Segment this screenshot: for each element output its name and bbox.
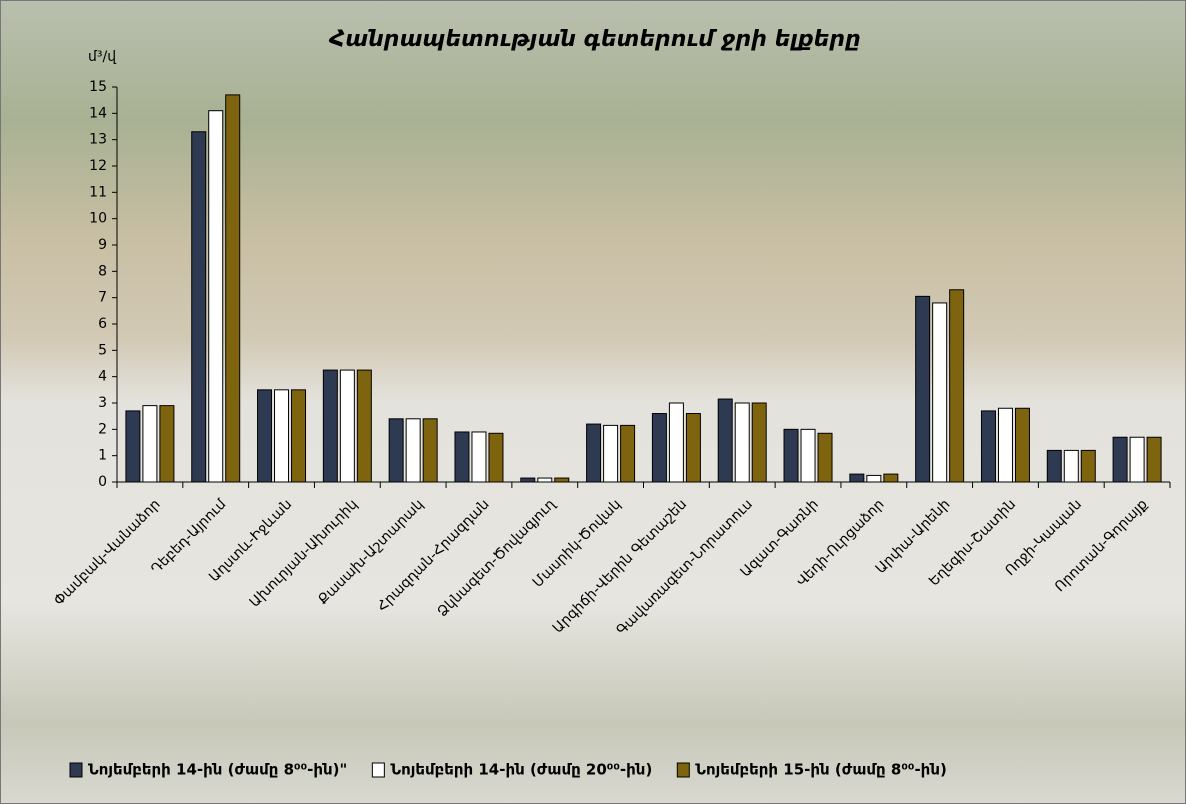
- bar: [586, 423, 602, 483]
- bar: [191, 131, 207, 483]
- y-tick-label: 3: [98, 395, 107, 411]
- y-tick-label: 2: [98, 421, 107, 437]
- bar: [866, 474, 882, 483]
- bar: [225, 94, 241, 483]
- bar: [159, 405, 175, 483]
- y-tick-label: 7: [98, 290, 107, 306]
- bar: [1014, 407, 1030, 483]
- bar: [668, 402, 684, 483]
- bar: [274, 389, 290, 483]
- y-tick-label: 11: [89, 184, 107, 200]
- bar: [603, 424, 619, 483]
- bar: [554, 477, 570, 483]
- bar: [849, 473, 865, 483]
- y-tick-label: 10: [89, 211, 107, 227]
- bar: [717, 398, 733, 483]
- y-axis-label: մ³/վ: [88, 49, 117, 65]
- bar: [949, 289, 965, 483]
- y-tick-label: 15: [89, 79, 107, 95]
- bar: [817, 432, 833, 483]
- bar: [339, 369, 355, 483]
- y-tick-label: 0: [98, 474, 107, 490]
- y-tick-label: 6: [98, 316, 107, 332]
- bar: [980, 410, 996, 483]
- legend-swatch: [676, 762, 690, 778]
- y-tick-label: 5: [98, 342, 107, 358]
- bar: [751, 402, 767, 483]
- bar: [1046, 449, 1062, 483]
- bar: [356, 369, 372, 483]
- bar: [685, 413, 701, 483]
- chart-title: Հանրապետության գետերում ջրի ելքերը: [328, 27, 861, 52]
- bar: [537, 477, 553, 483]
- bar: [142, 405, 158, 483]
- y-tick-label: 14: [89, 105, 107, 121]
- legend-label: Նոյեմբերի 14-ին (ժամը 8⁰⁰-ին)": [88, 761, 347, 779]
- bar: [322, 369, 338, 483]
- legend-swatch: [69, 762, 83, 778]
- bar: [454, 431, 470, 483]
- legend-label: Նոյեմբերի 14-ին (ժամը 20⁰⁰-ին): [390, 761, 652, 779]
- bar: [1129, 436, 1145, 483]
- bar: [800, 428, 816, 483]
- bar: [997, 407, 1013, 483]
- bar: [932, 302, 948, 483]
- bar: [734, 402, 750, 483]
- bar: [1112, 436, 1128, 483]
- bar: [915, 295, 931, 483]
- bar: [1080, 449, 1096, 483]
- bar: [620, 424, 636, 483]
- y-tick-label: 1: [98, 448, 107, 464]
- bar: [208, 110, 224, 483]
- bar: [388, 418, 404, 483]
- bar: [291, 389, 307, 483]
- legend-label: Նոյեմբերի 15-ին (ժամը 8⁰⁰-ին): [695, 761, 947, 779]
- bar: [422, 418, 438, 483]
- bar: [125, 410, 141, 483]
- y-tick-label: 12: [89, 158, 107, 174]
- bar: [520, 477, 536, 483]
- bar: [257, 389, 273, 483]
- bar: [405, 418, 421, 483]
- bar: [488, 432, 504, 483]
- bar: [883, 473, 899, 483]
- y-tick-label: 4: [98, 369, 107, 385]
- bar: [651, 413, 667, 483]
- y-tick-label: 9: [98, 237, 107, 253]
- y-tick-label: 8: [98, 263, 107, 279]
- legend-swatch: [371, 762, 385, 778]
- bar: [1063, 449, 1079, 483]
- bar: [471, 431, 487, 483]
- bar: [1146, 436, 1162, 483]
- bar: [783, 428, 799, 483]
- y-tick-label: 13: [89, 132, 107, 148]
